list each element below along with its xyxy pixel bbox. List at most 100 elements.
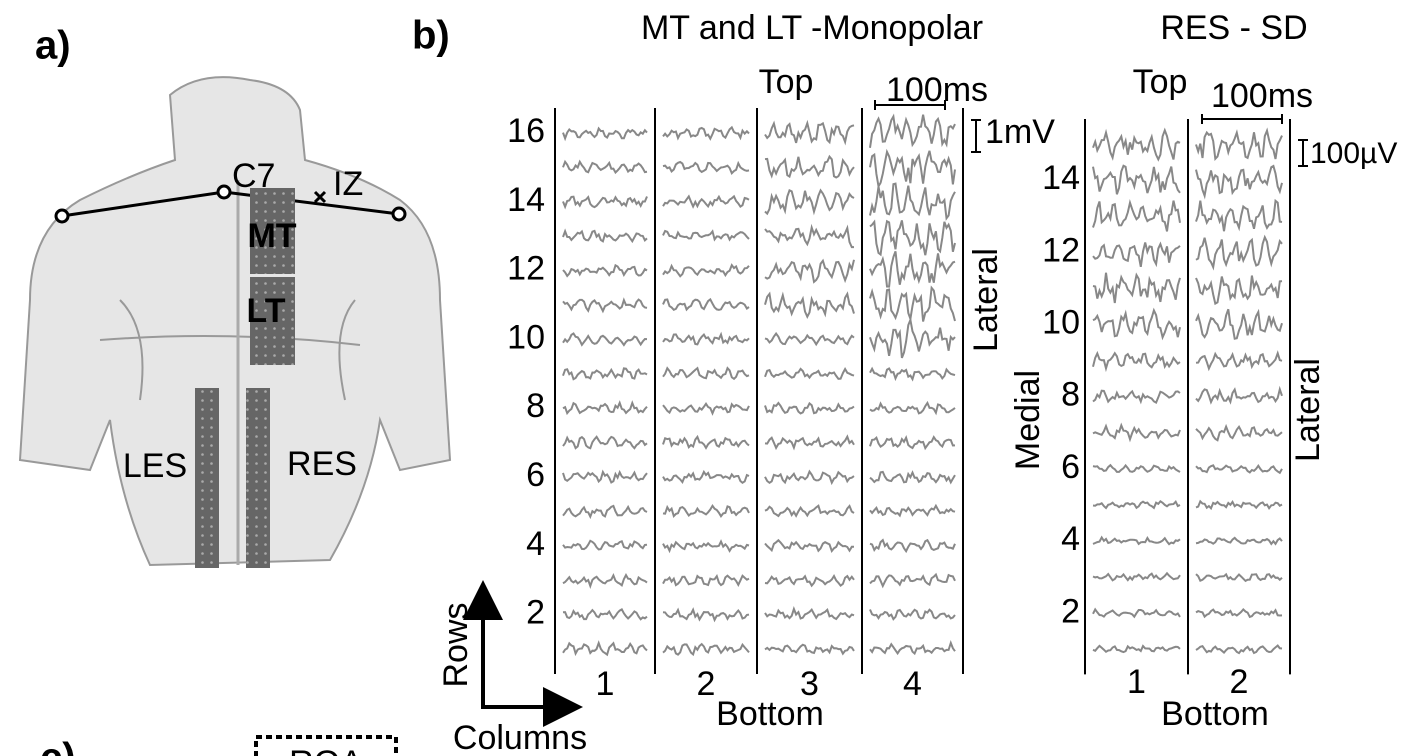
- top-label: Top: [759, 63, 814, 101]
- emg-trace: [662, 402, 750, 416]
- side-label: Medial: [1009, 370, 1047, 470]
- panel-title: RES - SD: [1160, 9, 1307, 47]
- emg-trace: [869, 113, 956, 148]
- emg-trace: [1195, 385, 1283, 405]
- columns-label: Columns: [453, 719, 587, 756]
- emg-trace: [1092, 350, 1181, 373]
- emg-trace: [869, 285, 956, 323]
- row-label: 4: [526, 525, 545, 563]
- emg-trace: [869, 250, 956, 288]
- emg-trace: [869, 219, 956, 257]
- grid-lt: [250, 277, 295, 365]
- emg-trace: [869, 400, 956, 416]
- grid-les: [195, 388, 219, 568]
- emg-trace: [1195, 275, 1283, 306]
- emg-trace: [764, 434, 855, 451]
- emg-trace: [764, 258, 855, 284]
- emg-trace: [662, 607, 750, 623]
- landmark-label: C7: [232, 157, 275, 195]
- emg-trace: [562, 608, 648, 621]
- bottom-label: Bottom: [716, 695, 824, 733]
- emg-trace: [869, 538, 956, 554]
- row-label: 8: [1061, 376, 1080, 414]
- emg-trace: [1092, 422, 1181, 443]
- emg-trace: [1195, 127, 1283, 162]
- emg-trace: [1195, 164, 1283, 200]
- emg-trace: [1092, 307, 1181, 341]
- emg-trace: [562, 367, 648, 381]
- panel-label: a): [35, 24, 71, 68]
- panel-label: c): [40, 736, 76, 756]
- emg-trace: [662, 574, 750, 587]
- emg-trace: [764, 366, 855, 380]
- side-label: Lateral: [967, 248, 1005, 352]
- amp-scale-label: 1mV: [985, 113, 1055, 151]
- emg-trace: [869, 316, 956, 359]
- emg-trace: [869, 608, 956, 621]
- emg-trace: [662, 539, 750, 554]
- column-label: 1: [596, 665, 615, 703]
- grid-label: RES: [287, 445, 357, 483]
- emg-trace: [562, 572, 648, 590]
- emg-trace: [562, 435, 648, 450]
- emg-trace: [869, 435, 956, 451]
- emg-trace: [662, 434, 750, 450]
- grid-label: MT: [247, 217, 296, 255]
- emg-trace: [1092, 644, 1181, 654]
- emg-trace: [764, 538, 854, 554]
- emg-trace: [764, 606, 855, 621]
- emg-trace: [562, 228, 648, 244]
- row-label: 10: [507, 318, 545, 356]
- emg-trace: [662, 263, 750, 278]
- emg-trace: [869, 503, 956, 518]
- emg-trace: [869, 572, 956, 589]
- emg-trace: [1092, 198, 1181, 232]
- emg-trace: [1195, 464, 1283, 475]
- time-scale-bar: [874, 100, 946, 110]
- emg-trace: [662, 194, 750, 209]
- column-label: 4: [903, 665, 922, 703]
- emg-trace: [1092, 463, 1181, 473]
- bottom-label: Bottom: [1161, 695, 1269, 733]
- emg-trace: [562, 539, 648, 551]
- grid-mt: [250, 188, 295, 274]
- emg-trace: [662, 331, 750, 346]
- amp-scale-label: 100µV: [1310, 137, 1397, 170]
- emg-trace: [562, 400, 648, 416]
- row-label: 14: [507, 181, 545, 219]
- emg-trace: [1092, 571, 1181, 582]
- emg-trace: [562, 297, 648, 314]
- emg-trace: [764, 188, 855, 216]
- emg-trace: [869, 470, 956, 485]
- grid-label: LT: [246, 292, 285, 330]
- emg-trace: [1092, 535, 1181, 546]
- emg-trace: [1092, 164, 1181, 195]
- emg-trace: [869, 182, 956, 221]
- emg-trace: [1092, 241, 1181, 268]
- emg-trace: [1195, 198, 1283, 232]
- emg-trace: [562, 195, 648, 210]
- emg-trace: [562, 469, 648, 484]
- row-label: 16: [507, 112, 545, 150]
- side-label: Lateral: [1289, 358, 1327, 462]
- emg-trace: [562, 159, 648, 175]
- grid-res: [246, 388, 270, 568]
- emg-trace: [662, 297, 750, 312]
- row-label: 10: [1042, 303, 1080, 341]
- row-label: 6: [1061, 448, 1080, 486]
- emg-trace: [1195, 234, 1283, 271]
- panel-title: MT and LT -Monopolar: [641, 9, 983, 47]
- landmark-dots: [54, 184, 407, 224]
- emg-trace: [869, 148, 956, 190]
- column-label: 1: [1127, 663, 1146, 701]
- emg-trace: [662, 469, 750, 485]
- column-label: 3: [800, 665, 819, 703]
- emg-trace: [662, 229, 750, 242]
- emg-trace: [1195, 536, 1283, 546]
- emg-trace: [1195, 499, 1283, 511]
- amp-scale-bar: [971, 119, 981, 153]
- emg-trace: [562, 332, 648, 347]
- emg-trace: [1195, 350, 1283, 372]
- emg-trace: [1195, 607, 1283, 619]
